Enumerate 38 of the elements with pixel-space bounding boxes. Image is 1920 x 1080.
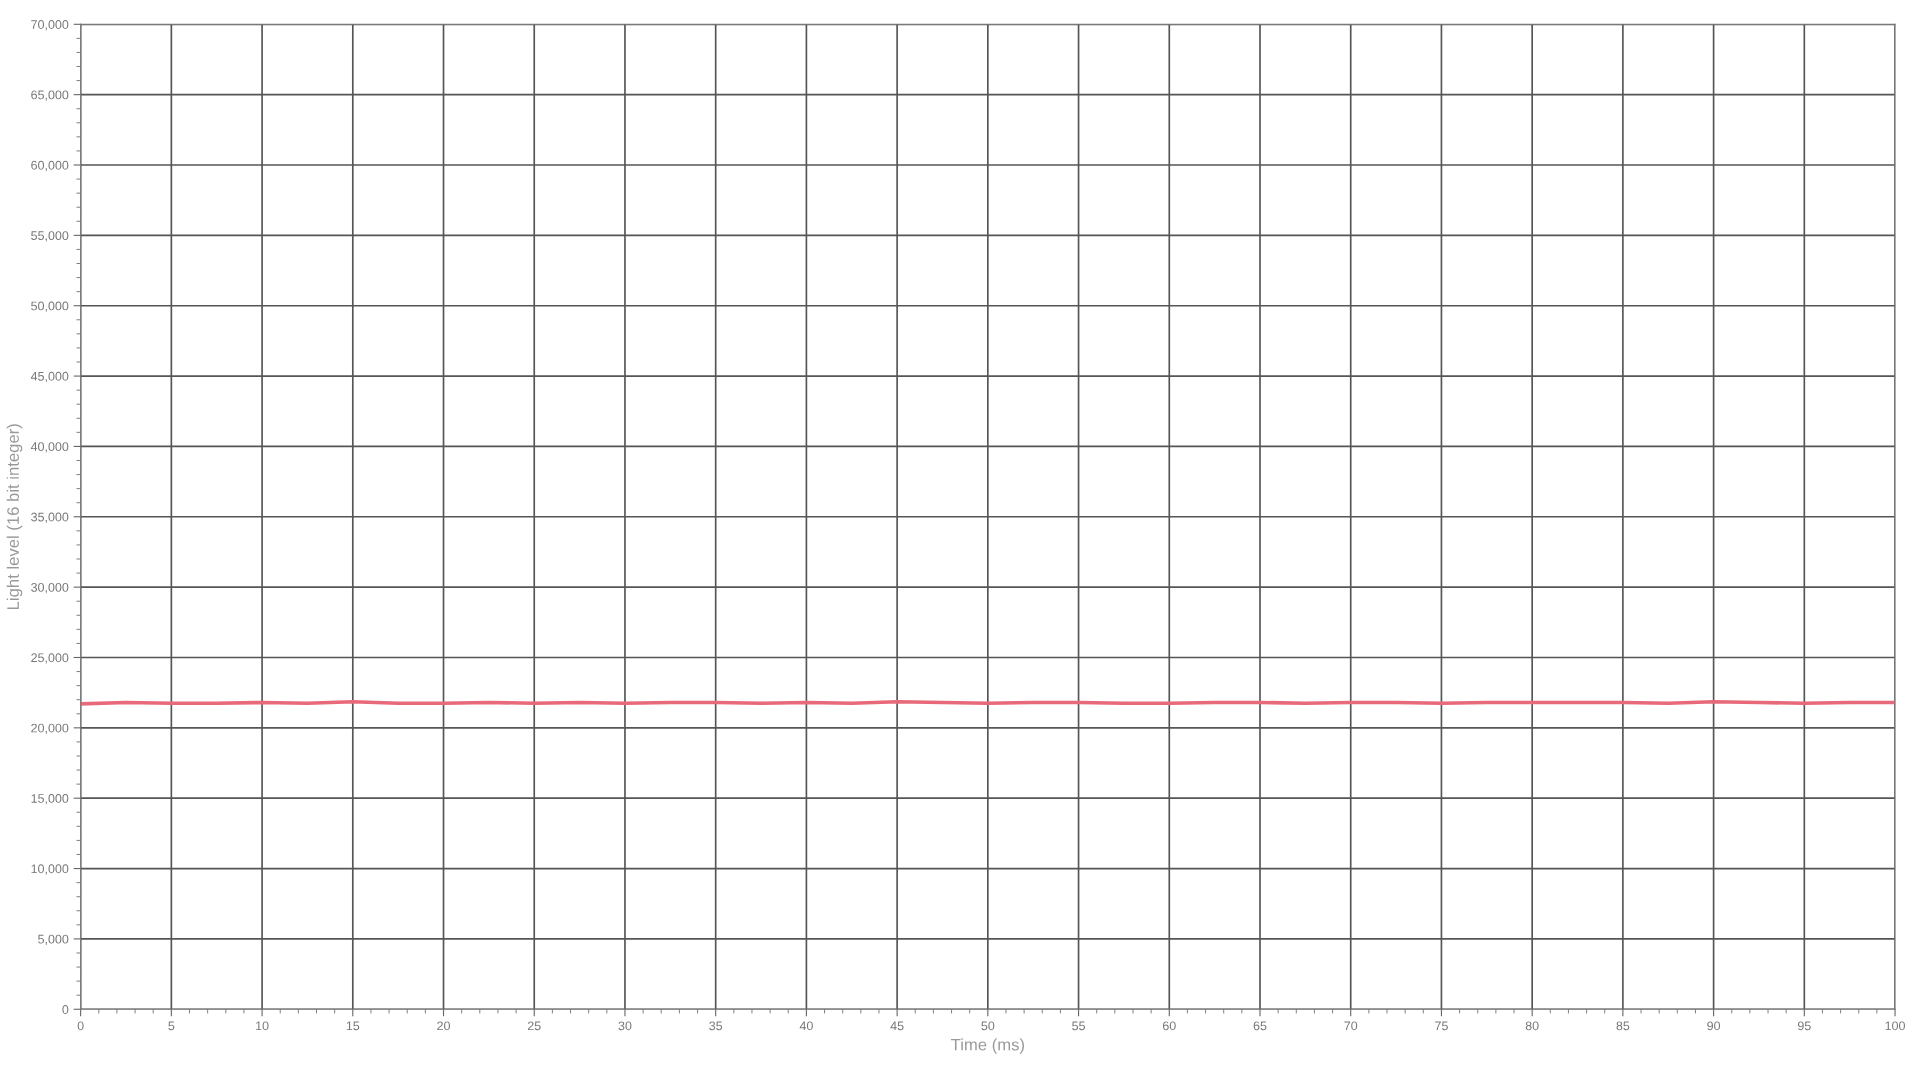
x-tick-label: 25 bbox=[527, 1021, 541, 1031]
y-tick-label: 10,000 bbox=[31, 864, 69, 875]
y-tick-label: 55,000 bbox=[31, 231, 69, 242]
y-tick-label: 65,000 bbox=[31, 90, 69, 101]
x-tick-label: 95 bbox=[1797, 1021, 1811, 1031]
y-tick-label: 15,000 bbox=[31, 794, 69, 805]
x-axis-title: Time (ms) bbox=[951, 1038, 1024, 1054]
x-tick-label: 70 bbox=[1344, 1021, 1358, 1031]
x-tick-label: 15 bbox=[346, 1021, 360, 1031]
x-tick-label: 10 bbox=[256, 1021, 269, 1031]
x-tick-label: 55 bbox=[1072, 1021, 1085, 1031]
x-tick-label: 40 bbox=[799, 1021, 813, 1031]
x-tick-label: 80 bbox=[1525, 1021, 1539, 1031]
x-tick-label: 75 bbox=[1435, 1021, 1448, 1031]
x-tick-label: 45 bbox=[890, 1021, 904, 1031]
x-tick-label: 20 bbox=[437, 1021, 450, 1031]
y-axis-title: Light level (16 bit integer) bbox=[6, 424, 23, 609]
x-tick-label: 5 bbox=[168, 1021, 175, 1031]
x-tick-label: 50 bbox=[981, 1021, 995, 1031]
y-tick-label: 0 bbox=[62, 1005, 69, 1014]
y-tick-label: 25,000 bbox=[31, 653, 69, 664]
x-tick-label: 100 bbox=[1885, 1021, 1905, 1031]
y-tick-label: 50,000 bbox=[31, 301, 69, 312]
y-tick-label: 40,000 bbox=[30, 442, 69, 453]
x-tick-label: 85 bbox=[1616, 1021, 1630, 1031]
y-tick-label: 35,000 bbox=[31, 512, 69, 523]
y-tick-label: 20,000 bbox=[31, 723, 69, 734]
x-tick-label: 35 bbox=[709, 1021, 723, 1031]
x-tick-label: 90 bbox=[1707, 1021, 1721, 1031]
x-tick-label: 30 bbox=[618, 1021, 632, 1031]
y-tick-label: 70,000 bbox=[31, 20, 69, 31]
y-tick-label: 5,000 bbox=[38, 934, 69, 946]
x-tick-label: 0 bbox=[77, 1021, 84, 1031]
y-tick-label: 30,000 bbox=[31, 582, 69, 594]
y-tick-label: 60,000 bbox=[31, 160, 69, 172]
y-tick-label: 45,000 bbox=[30, 371, 69, 383]
x-tick-label: 60 bbox=[1162, 1021, 1176, 1031]
x-tick-label: 65 bbox=[1253, 1021, 1267, 1031]
